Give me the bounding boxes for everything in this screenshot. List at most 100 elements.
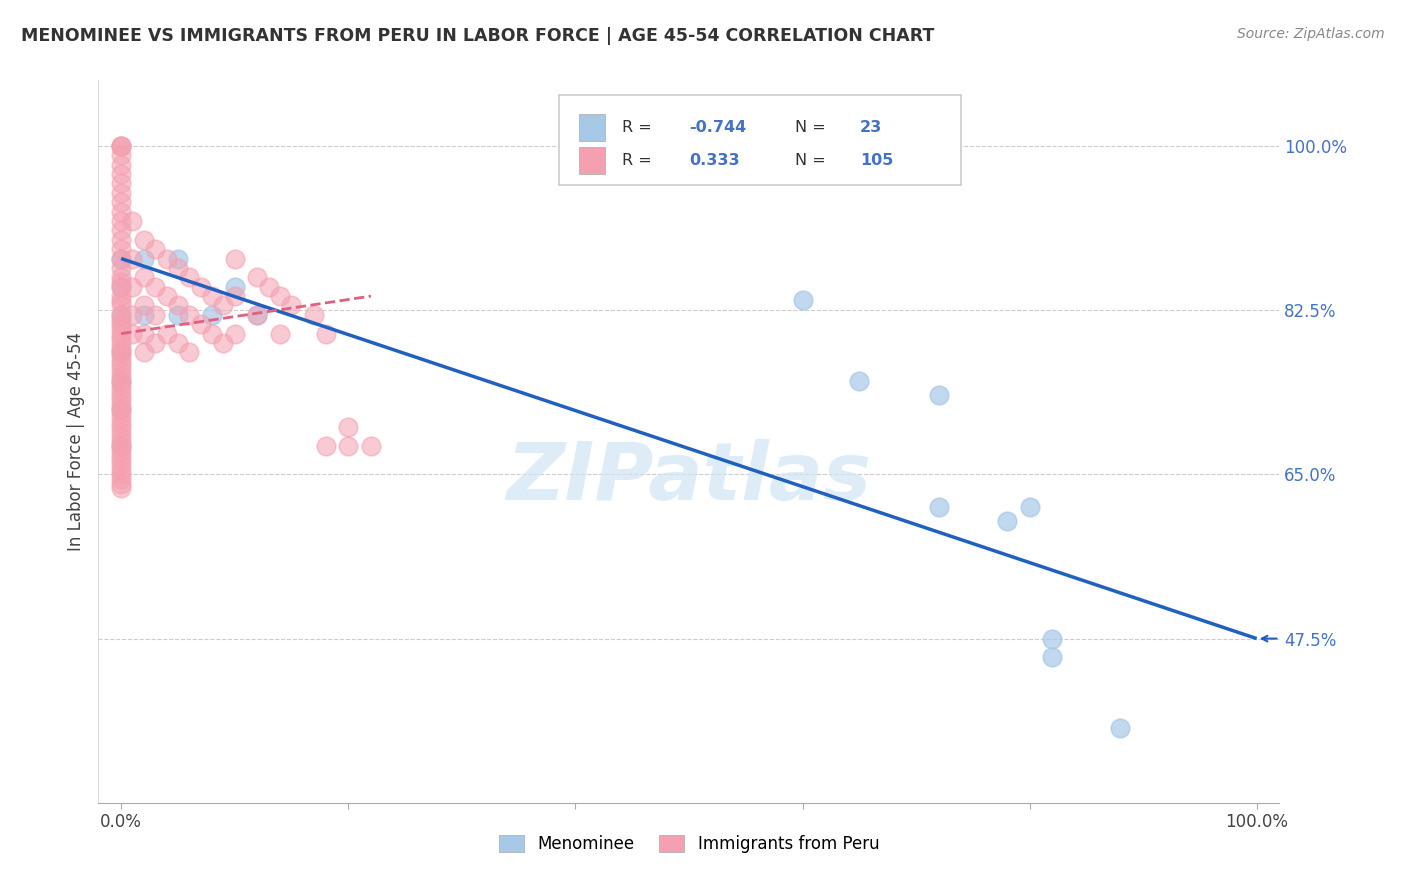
Point <box>179 308 201 322</box>
Point <box>110 453 132 467</box>
Text: 105: 105 <box>860 153 894 169</box>
Point <box>110 308 132 322</box>
Point <box>121 214 143 228</box>
Point <box>110 275 132 289</box>
Point <box>110 425 132 439</box>
Point <box>848 374 870 388</box>
Point <box>132 252 155 266</box>
Point <box>360 439 382 453</box>
Point <box>110 204 132 219</box>
Point <box>110 411 132 425</box>
Point <box>792 293 814 307</box>
Point <box>110 416 132 430</box>
Legend: Menominee, Immigrants from Peru: Menominee, Immigrants from Peru <box>492 828 886 860</box>
Point <box>110 167 132 181</box>
Text: MENOMINEE VS IMMIGRANTS FROM PERU IN LABOR FORCE | AGE 45-54 CORRELATION CHART: MENOMINEE VS IMMIGRANTS FROM PERU IN LAB… <box>21 27 935 45</box>
Point <box>110 406 132 420</box>
Point <box>110 318 132 332</box>
Point <box>110 214 132 228</box>
Point <box>110 401 132 416</box>
Point <box>110 331 132 345</box>
Point <box>110 374 132 388</box>
Point <box>167 252 190 266</box>
Point <box>110 177 132 191</box>
Bar <box>579 147 605 175</box>
Point <box>224 289 246 303</box>
Point <box>110 293 132 308</box>
Point <box>121 326 143 341</box>
Point <box>246 308 269 322</box>
Point <box>110 467 132 482</box>
Point <box>110 233 132 247</box>
Point <box>110 397 132 411</box>
Point <box>201 326 224 341</box>
Point <box>167 260 190 275</box>
Text: N =: N = <box>796 153 825 169</box>
Point <box>110 458 132 472</box>
Point <box>224 279 246 293</box>
Point <box>110 270 132 285</box>
Point <box>110 368 132 383</box>
Point <box>1040 650 1063 665</box>
Point <box>110 223 132 237</box>
Point <box>110 355 132 369</box>
Point <box>110 430 132 444</box>
Point <box>110 472 132 486</box>
Point <box>110 158 132 172</box>
Point <box>167 308 190 322</box>
Point <box>110 401 132 416</box>
Point <box>224 252 246 266</box>
Point <box>110 252 132 266</box>
Point <box>110 322 132 336</box>
Point <box>110 476 132 491</box>
Text: ZIPatlas: ZIPatlas <box>506 439 872 516</box>
Point <box>110 139 132 153</box>
Bar <box>579 113 605 141</box>
Point <box>110 383 132 397</box>
Point <box>110 392 132 407</box>
Point <box>315 326 337 341</box>
Point <box>257 279 280 293</box>
Text: -0.744: -0.744 <box>689 120 747 135</box>
Point <box>201 308 224 322</box>
Point <box>995 514 1018 528</box>
Point <box>132 345 155 359</box>
Text: R =: R = <box>621 120 651 135</box>
Point <box>201 289 224 303</box>
Point <box>110 242 132 256</box>
Point <box>110 308 132 322</box>
Point <box>224 326 246 341</box>
Text: R =: R = <box>621 153 651 169</box>
Point <box>190 318 212 332</box>
Point <box>132 308 155 322</box>
Point <box>110 387 132 401</box>
Point <box>110 148 132 162</box>
Point <box>110 345 132 359</box>
Point <box>110 449 132 463</box>
Point <box>110 279 132 293</box>
Point <box>132 233 155 247</box>
Point <box>110 374 132 388</box>
Point <box>155 326 177 341</box>
Point <box>337 439 360 453</box>
Point <box>110 444 132 458</box>
Point <box>110 439 132 453</box>
Point <box>110 420 132 434</box>
Point <box>167 298 190 312</box>
Text: 23: 23 <box>860 120 883 135</box>
Point <box>928 387 950 401</box>
Point <box>280 298 302 312</box>
Point <box>337 420 360 434</box>
FancyBboxPatch shape <box>560 95 960 185</box>
Point <box>167 336 190 351</box>
Point <box>179 270 201 285</box>
Point <box>110 260 132 275</box>
Point <box>110 378 132 392</box>
Point <box>110 364 132 378</box>
Point <box>110 482 132 496</box>
Point <box>110 139 132 153</box>
Point <box>212 336 235 351</box>
Text: Source: ZipAtlas.com: Source: ZipAtlas.com <box>1237 27 1385 41</box>
Point <box>110 139 132 153</box>
Point <box>110 345 132 359</box>
